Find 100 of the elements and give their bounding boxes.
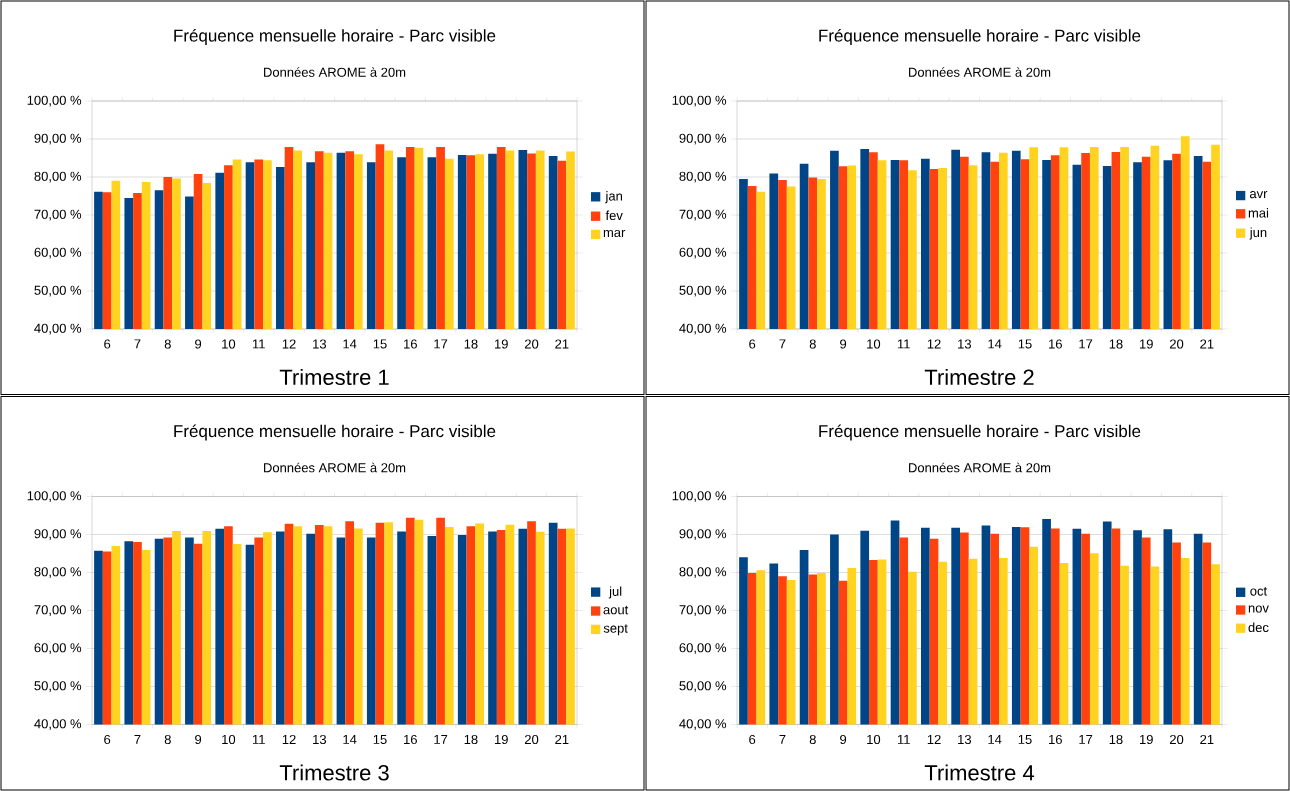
x-tick-label: 6: [104, 339, 111, 349]
x-tick-label: 19: [494, 339, 508, 349]
x-axis-title: Trimestre 4: [924, 764, 1035, 781]
x-tick-label: 12: [927, 339, 941, 349]
y-tick-label: 70,00 %: [679, 605, 727, 616]
x-tick-label: 13: [958, 734, 972, 745]
x-tick-label: 15: [1018, 339, 1032, 349]
x-tick-label: 10: [222, 339, 236, 349]
chart-title: Fréquence mensuelle horaire - Parc visible: [819, 28, 1141, 46]
x-axis-title: Trimestre 3: [279, 764, 389, 781]
x-tick-label: 11: [252, 339, 265, 349]
y-tick-label: 100,00 %: [672, 491, 727, 502]
x-tick-label: 17: [1079, 734, 1093, 744]
y-tick-label: 40,00 %: [679, 719, 727, 730]
y-tick-label: 90,00 %: [34, 133, 82, 145]
x-tick-label: 6: [749, 339, 756, 349]
x-tick-label: 18: [464, 339, 478, 349]
x-axis-title: Trimestre 1: [279, 368, 389, 386]
x-tick-label: 9: [195, 339, 202, 349]
y-tick-label: 40,00 %: [34, 719, 82, 730]
x-tick-label: 14: [988, 734, 1002, 744]
y-tick-label: 80,00 %: [679, 567, 727, 578]
x-tick-label: 7: [779, 734, 786, 744]
y-tick-label: 50,00 %: [679, 681, 727, 692]
x-tick-label: 8: [164, 734, 171, 745]
x-tick-label: 21: [555, 734, 569, 744]
x-tick-label: 19: [1139, 339, 1153, 349]
y-tick-label: 70,00 %: [679, 209, 727, 221]
x-tick-label: 10: [222, 734, 236, 745]
y-tick-label: 40,00 %: [34, 323, 82, 335]
x-tick-label: 17: [1079, 339, 1093, 349]
x-tick-label: 12: [282, 734, 296, 744]
x-tick-label: 16: [404, 339, 417, 349]
chart-title: Fréquence mensuelle horaire - Parc visible: [819, 424, 1141, 441]
legend-label: aout: [603, 605, 629, 615]
x-tick-label: 17: [434, 339, 448, 349]
x-tick-label: 9: [840, 339, 847, 349]
x-tick-label: 7: [134, 734, 141, 744]
x-tick-label: 13: [313, 734, 327, 745]
y-tick-label: 90,00 %: [34, 529, 82, 540]
x-tick-label: 15: [373, 339, 387, 349]
x-tick-label: 7: [779, 339, 786, 349]
x-tick-label: 21: [1200, 734, 1214, 744]
x-axis-title: Trimestre 2: [924, 368, 1034, 386]
x-tick-label: 6: [749, 734, 756, 745]
y-tick-label: 60,00 %: [34, 247, 82, 259]
x-tick-label: 19: [494, 734, 508, 745]
x-tick-label: 11: [252, 734, 265, 744]
y-tick-label: 80,00 %: [679, 171, 727, 183]
x-tick-label: 18: [464, 734, 478, 745]
legend-label: mar: [603, 229, 626, 238]
x-tick-label: 8: [809, 339, 816, 349]
x-tick-label: 8: [164, 339, 171, 349]
legend-label: avr: [1249, 191, 1268, 199]
chart-subtitle: Données AROME à 20m: [264, 462, 406, 473]
chart-subtitle: Données AROME à 20m: [264, 67, 406, 77]
legend-label: jul: [608, 586, 622, 599]
legend-label: jan: [605, 191, 623, 204]
x-tick-label: 20: [1169, 339, 1184, 349]
y-tick-label: 90,00 %: [679, 529, 727, 540]
y-tick-label: 80,00 %: [34, 171, 82, 183]
legend-label: mai: [1248, 208, 1269, 218]
x-tick-label: 7: [134, 339, 141, 349]
x-tick-label: 20: [1169, 734, 1184, 745]
x-tick-label: 13: [958, 339, 972, 349]
y-tick-label: 100,00 %: [672, 95, 727, 107]
x-tick-label: 14: [343, 339, 357, 349]
x-tick-label: 11: [897, 339, 910, 349]
x-tick-label: 12: [282, 339, 296, 349]
x-tick-label: 21: [1200, 339, 1214, 349]
x-tick-label: 20: [524, 734, 539, 745]
legend-label: oct: [1250, 587, 1268, 596]
x-tick-label: 14: [988, 339, 1002, 349]
y-tick-label: 70,00 %: [34, 209, 82, 221]
y-tick-label: 80,00 %: [34, 567, 82, 578]
x-tick-label: 15: [1018, 734, 1032, 744]
x-tick-label: 14: [343, 734, 357, 744]
y-tick-label: 100,00 %: [27, 491, 82, 502]
chart-title: Fréquence mensuelle horaire - Parc visible: [174, 424, 496, 441]
x-tick-label: 9: [195, 734, 202, 745]
legend-label: nov: [1248, 605, 1269, 613]
y-tick-label: 40,00 %: [679, 323, 727, 335]
y-tick-label: 70,00 %: [34, 605, 82, 616]
y-tick-label: 90,00 %: [679, 133, 727, 145]
legend-label: dec: [1248, 622, 1269, 633]
x-tick-label: 18: [1109, 734, 1123, 745]
y-tick-label: 60,00 %: [679, 247, 727, 259]
x-tick-label: 20: [524, 339, 539, 349]
chart-subtitle: Données AROME à 20m: [909, 67, 1051, 77]
x-tick-label: 11: [897, 734, 910, 744]
legend-label: sept: [603, 624, 628, 636]
y-tick-label: 60,00 %: [34, 643, 82, 654]
x-tick-label: 16: [1049, 339, 1062, 349]
x-tick-label: 12: [927, 734, 941, 744]
x-tick-label: 18: [1109, 339, 1123, 349]
x-tick-label: 17: [434, 734, 448, 744]
y-tick-label: 60,00 %: [679, 643, 727, 654]
x-tick-label: 16: [1049, 734, 1062, 745]
chart-title: Fréquence mensuelle horaire - Parc visible: [174, 28, 496, 46]
y-tick-label: 50,00 %: [34, 285, 82, 297]
